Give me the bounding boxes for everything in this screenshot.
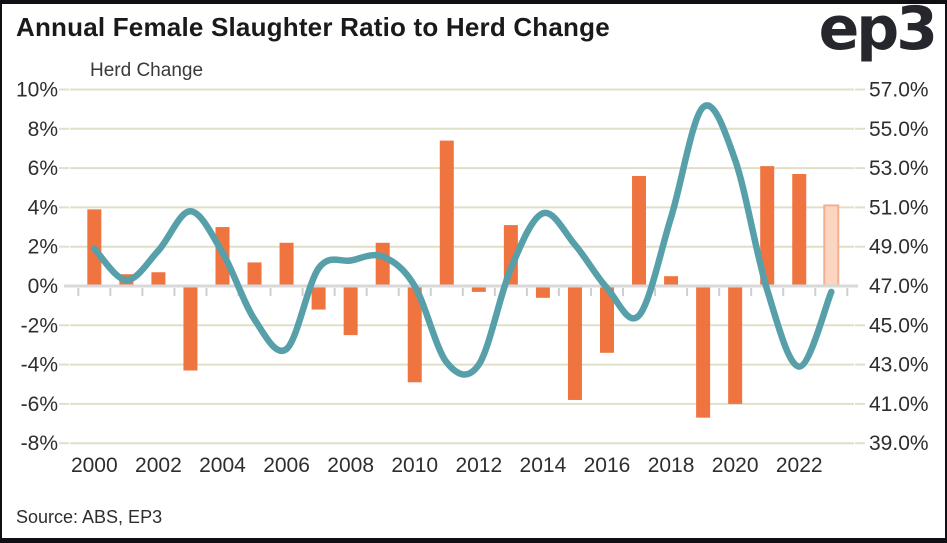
x-axis-tick-label: 2008 [327, 454, 374, 477]
x-axis-tick-label: 2010 [391, 454, 438, 477]
x-axis-tick-label: 2014 [520, 454, 567, 477]
chart-title: Annual Female Slaughter Ratio to Herd Ch… [16, 12, 610, 42]
left-axis-tick-label: 10% [16, 79, 58, 102]
ep3-logo: ep3 [818, 0, 938, 64]
left-axis-tick-label: 0% [28, 275, 58, 298]
female-slaughter-ratio-line [91, 102, 835, 378]
left-axis-tick-label: -2% [21, 314, 58, 337]
right-axis-tick-label: 47.0% [869, 275, 929, 298]
bar [567, 286, 582, 400]
x-axis-tick-label: 2006 [263, 454, 310, 477]
bar [792, 173, 807, 286]
bar [664, 276, 679, 286]
right-axis-tick-label: 57.0% [869, 79, 929, 102]
x-axis-tick-label: 2004 [199, 454, 246, 477]
x-axis-tick-label: 2022 [776, 454, 823, 477]
bar [439, 140, 454, 286]
left-axis-tick-label: -4% [21, 354, 58, 377]
right-axis-tick-label: 53.0% [869, 157, 929, 180]
bar [343, 286, 358, 336]
bar-forecast [823, 204, 840, 287]
x-axis-tick-label: 2020 [712, 454, 759, 477]
right-axis-tick-label: 41.0% [869, 393, 929, 416]
bar [471, 286, 486, 292]
x-axis-tick-label: 2012 [455, 454, 502, 477]
right-axis-tick-label: 55.0% [869, 118, 929, 141]
bar [247, 262, 262, 286]
bar [375, 242, 390, 286]
bar [760, 166, 775, 286]
right-axis-tick-label: 39.0% [869, 432, 929, 455]
left-axis-title: Herd Change [90, 60, 204, 81]
right-axis-tick-label: 43.0% [869, 354, 929, 377]
x-axis-tick-label: 2000 [71, 454, 118, 477]
right-axis-tick-label: 49.0% [869, 236, 929, 259]
source-note: Source: ABS, EP3 [16, 507, 163, 527]
bar [183, 286, 198, 371]
x-axis-tick-label: 2016 [584, 454, 631, 477]
left-axis-tick-label: 2% [28, 236, 58, 259]
left-axis-tick-label: -8% [21, 432, 58, 455]
right-axis-tick-label: 45.0% [869, 314, 929, 337]
chart-canvas: 10% 8% 6% 4% 2% 0% -2% -4% -6% -8% 57.0% 55.0% 53.0%… [16, 79, 929, 478]
bar [407, 286, 422, 383]
bar [279, 242, 294, 286]
bar [696, 286, 711, 418]
bar [632, 175, 647, 286]
bar [535, 286, 550, 298]
x-axis-tick-label: 2002 [135, 454, 182, 477]
left-axis-tick-label: 4% [28, 196, 58, 219]
left-axis-tick-label: 8% [28, 118, 58, 141]
right-axis-tick-label: 51.0% [869, 196, 929, 219]
bar [311, 286, 326, 310]
bar [151, 272, 166, 286]
left-axis-tick-label: -6% [21, 393, 58, 416]
left-axis-tick-label: 6% [28, 157, 58, 180]
bar [599, 286, 614, 353]
bar [728, 286, 743, 404]
x-axis-tick-label: 2018 [648, 454, 695, 477]
